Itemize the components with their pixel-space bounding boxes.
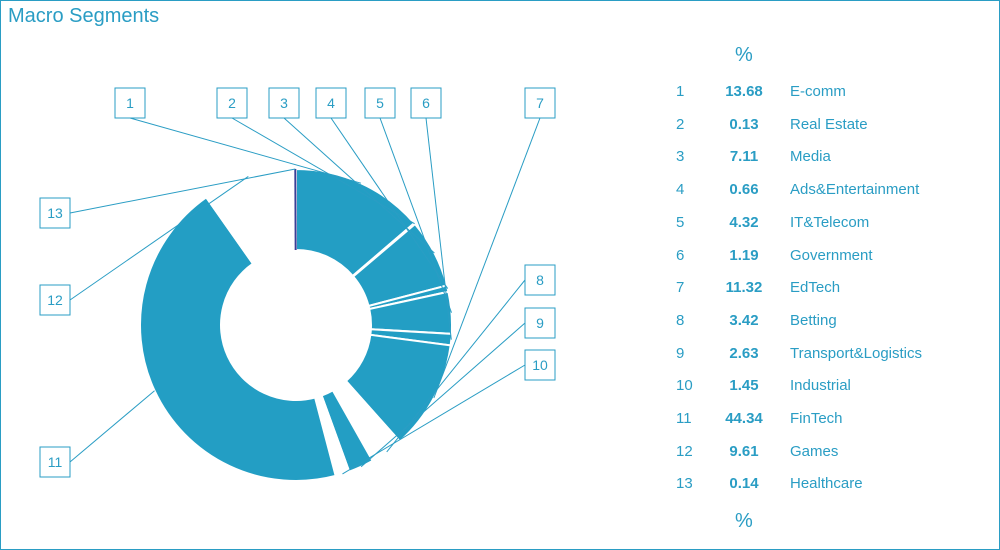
legend-value: 4.32 [729,213,759,231]
legend-number: 4 [676,181,685,199]
legend-number: 5 [676,213,685,231]
legend-number: 11 [676,410,692,427]
callout-label-12: 12 [47,292,63,308]
callout-line-3 [283,117,435,254]
legend-value: 0.14 [729,475,759,493]
legend-name: Healthcare [790,475,863,493]
callout-label-3: 3 [280,95,288,111]
callout-label-10: 10 [532,357,548,373]
legend-number: 9 [676,344,685,362]
callout-line-1 [129,117,362,184]
callout-line-13 [69,168,296,214]
legend-name: Betting [790,311,837,329]
legend-value: 2.63 [729,344,759,362]
legend-number: 1 [676,83,685,100]
donut-slice-11 [139,195,337,482]
callout-box-10 [524,349,556,381]
legend-value: 7.11 [729,148,759,166]
callout-box-6 [410,87,442,119]
callout-line-6 [425,117,452,340]
callout-label-7: 7 [536,95,544,111]
chart-title: Macro Segments [8,5,160,27]
callout-label-11: 11 [48,454,63,470]
legend-name: EdTech [790,279,841,297]
legend-number: 8 [676,311,685,329]
legend-name: Real Estate [790,115,868,133]
legend-value: 3.42 [729,311,759,329]
legend-name: Transport&Logistics [790,344,922,362]
legend-number: 7 [676,279,685,297]
legend-value: 0.66 [729,181,759,199]
legend-name: FinTech [790,410,843,427]
legend-number: 12 [676,442,693,460]
callout-label-8: 8 [536,272,544,288]
legend-name: Ads&Entertainment [790,181,920,199]
percent-header-top: % [735,44,753,66]
legend-value: 1.19 [729,246,759,264]
callout-line-7 [433,117,541,399]
legend-value: 9.61 [729,442,759,460]
legend-value: 11.32 [725,279,763,297]
callout-box-1 [114,87,146,119]
callout-box-2 [216,87,248,119]
legend-number: 10 [676,377,693,395]
legend-number: 6 [676,246,685,264]
callout-box-5 [364,87,396,119]
callout-label-13: 13 [47,205,63,221]
legend-number: 3 [676,148,685,166]
legend-value: 13.68 [725,83,763,100]
legend-value: 1.45 [729,377,759,395]
callout-line-2 [231,117,415,225]
percent-header-bottom: % [735,510,753,532]
legend-number: 13 [676,475,693,493]
callout-box-4 [315,87,347,119]
legend-name: Games [790,442,839,460]
callout-line-10 [342,364,526,475]
callout-line-4 [330,117,449,289]
legend-name: Industrial [790,377,851,395]
callout-box-13 [39,197,71,229]
legend-name: E-comm [790,83,846,100]
donut-slices [139,167,453,482]
legend-name: Media [790,148,831,166]
callout-line-8 [386,279,526,453]
callout-label-4: 4 [327,95,335,111]
callout-line-12 [69,176,249,301]
callout-label-9: 9 [536,315,544,331]
callout-label-1: 1 [126,95,134,111]
legend-name: IT&Telecom [790,213,870,231]
callout-label-6: 6 [422,95,430,111]
callout-line-5 [379,117,452,313]
legend-number: 2 [676,115,685,133]
callout-label-5: 5 [376,95,384,111]
callout-box-9 [524,307,556,339]
callout-box-8 [524,264,556,296]
callout-box-7 [524,87,556,119]
callout-box-3 [268,87,300,119]
callout-box-12 [39,284,71,316]
callout-line-11 [69,390,155,463]
legend-value: 44.34 [725,410,763,427]
callout-line-9 [360,322,526,468]
callout-box-11 [39,446,71,478]
legend-value: 0.13 [729,115,759,133]
callout-label-2: 2 [228,95,236,111]
legend-name: Government [790,246,873,264]
